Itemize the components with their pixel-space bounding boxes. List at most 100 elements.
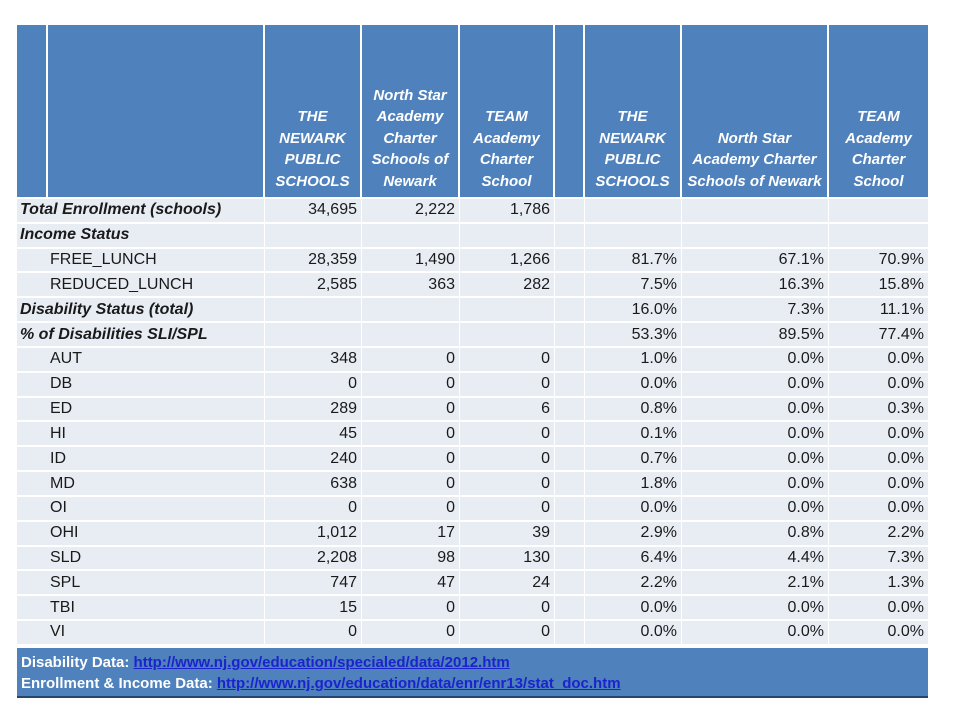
table-cell: 0.8% xyxy=(585,395,682,421)
header-count-north-star-academy: North Star Academy Charter Schools of Ne… xyxy=(362,25,460,197)
row-label: ID xyxy=(17,445,265,471)
table-cell: 2.2% xyxy=(585,569,682,595)
spacer-cell xyxy=(555,271,585,297)
table-cell: 2.2% xyxy=(829,519,928,545)
table-cell: 1.3% xyxy=(829,569,928,595)
table-cell: 0.0% xyxy=(829,594,928,620)
table-cell: 0.8% xyxy=(682,519,829,545)
table-cell: 0.0% xyxy=(682,445,829,471)
table-cell xyxy=(682,221,829,247)
table-cell xyxy=(460,296,555,322)
source-footer: Disability Data: http://www.nj.gov/educa… xyxy=(17,648,928,698)
table-cell: 0 xyxy=(460,594,555,620)
spacer-cell xyxy=(555,197,585,222)
footer-line-disability: Disability Data: http://www.nj.gov/educa… xyxy=(21,652,920,673)
table-cell: 2,208 xyxy=(265,544,362,570)
table-cell xyxy=(585,221,682,247)
table-cell: 1,490 xyxy=(362,246,460,272)
enrollment-income-data-link[interactable]: http://www.nj.gov/education/data/enr/enr… xyxy=(216,675,621,692)
table-cell: 34,695 xyxy=(265,197,362,222)
disability-data-link[interactable]: http://www.nj.gov/education/specialed/da… xyxy=(133,654,510,671)
table-cell: 1,786 xyxy=(460,197,555,222)
table-cell: 0 xyxy=(460,370,555,396)
table-cell: 1.0% xyxy=(585,345,682,371)
spacer-cell xyxy=(555,296,585,322)
header-pct-team-academy: TEAM Academy Charter School xyxy=(829,25,928,197)
spacer-cell xyxy=(555,494,585,520)
row-label: VI xyxy=(17,619,265,644)
table-cell: 0 xyxy=(460,619,555,644)
table-cell: 0.0% xyxy=(682,395,829,421)
table-cell xyxy=(460,221,555,247)
table-cell: 0.7% xyxy=(585,445,682,471)
table-cell: 53.3% xyxy=(585,321,682,346)
table-cell: 0.0% xyxy=(829,420,928,446)
table-cell xyxy=(682,197,829,222)
table-cell: 16.0% xyxy=(585,296,682,322)
row-label: FREE_LUNCH xyxy=(17,246,265,272)
table-cell: 0.0% xyxy=(682,494,829,520)
row-label: SLD xyxy=(17,544,265,570)
table-cell: 16.3% xyxy=(682,271,829,297)
table-cell: 77.4% xyxy=(829,321,928,346)
spacer-cell xyxy=(555,395,585,421)
table-cell: 348 xyxy=(265,345,362,371)
table-cell xyxy=(829,197,928,222)
table-cell: 17 xyxy=(362,519,460,545)
spacer-cell xyxy=(555,321,585,346)
table-cell: 70.9% xyxy=(829,246,928,272)
data-table: THE NEWARK PUBLIC SCHOOLS North Star Acad… xyxy=(17,25,928,644)
row-label: % of Disabilities SLI/SPL xyxy=(17,321,265,346)
spacer-cell xyxy=(555,519,585,545)
table-cell: 0.0% xyxy=(682,420,829,446)
table-cell: 130 xyxy=(460,544,555,570)
table-cell: 45 xyxy=(265,420,362,446)
table-cell: 0.0% xyxy=(829,370,928,396)
table-cell: 0 xyxy=(362,420,460,446)
table-cell: 1,266 xyxy=(460,246,555,272)
header-row-label-gap xyxy=(17,25,48,197)
row-label: REDUCED_LUNCH xyxy=(17,271,265,297)
row-label: TBI xyxy=(17,594,265,620)
table-cell: 0 xyxy=(362,395,460,421)
table-cell: 0 xyxy=(460,420,555,446)
row-label: HI xyxy=(17,420,265,446)
spacer-cell xyxy=(555,445,585,471)
table-cell: 98 xyxy=(362,544,460,570)
table-cell: 7.5% xyxy=(585,271,682,297)
table-cell: 0 xyxy=(362,345,460,371)
header-pct-newark-public-schools: THE NEWARK PUBLIC SCHOOLS xyxy=(585,25,682,197)
row-label: ED xyxy=(17,395,265,421)
table-cell: 0 xyxy=(362,470,460,495)
header-row-label xyxy=(48,25,265,197)
table-cell: 15.8% xyxy=(829,271,928,297)
table-cell: 0.0% xyxy=(682,345,829,371)
table-cell: 0.0% xyxy=(829,445,928,471)
table-cell: 2,222 xyxy=(362,197,460,222)
table-cell xyxy=(362,221,460,247)
row-label: OI xyxy=(17,494,265,520)
table-cell: 1,012 xyxy=(265,519,362,545)
header-count-team-academy: TEAM Academy Charter School xyxy=(460,25,555,197)
table-cell: 4.4% xyxy=(682,544,829,570)
table-cell: 0.0% xyxy=(829,494,928,520)
footer-line-enrollment: Enrollment & Income Data: http://www.nj.… xyxy=(21,673,920,694)
table-cell xyxy=(460,321,555,346)
table-cell: 0 xyxy=(362,619,460,644)
row-label: Total Enrollment (schools) xyxy=(17,197,265,222)
table-cell: 47 xyxy=(362,569,460,595)
spacer-cell xyxy=(555,544,585,570)
row-label: MD xyxy=(17,470,265,495)
table-cell: 0.0% xyxy=(829,619,928,644)
row-label: AUT xyxy=(17,345,265,371)
table-cell: 15 xyxy=(265,594,362,620)
spacer-cell xyxy=(555,246,585,272)
table-cell xyxy=(829,221,928,247)
table-cell xyxy=(585,197,682,222)
table-cell: 0 xyxy=(460,494,555,520)
header-spacer xyxy=(555,25,585,197)
table-cell: 0.0% xyxy=(585,619,682,644)
spacer-cell xyxy=(555,345,585,371)
table-cell: 28,359 xyxy=(265,246,362,272)
table-cell: 0 xyxy=(265,370,362,396)
